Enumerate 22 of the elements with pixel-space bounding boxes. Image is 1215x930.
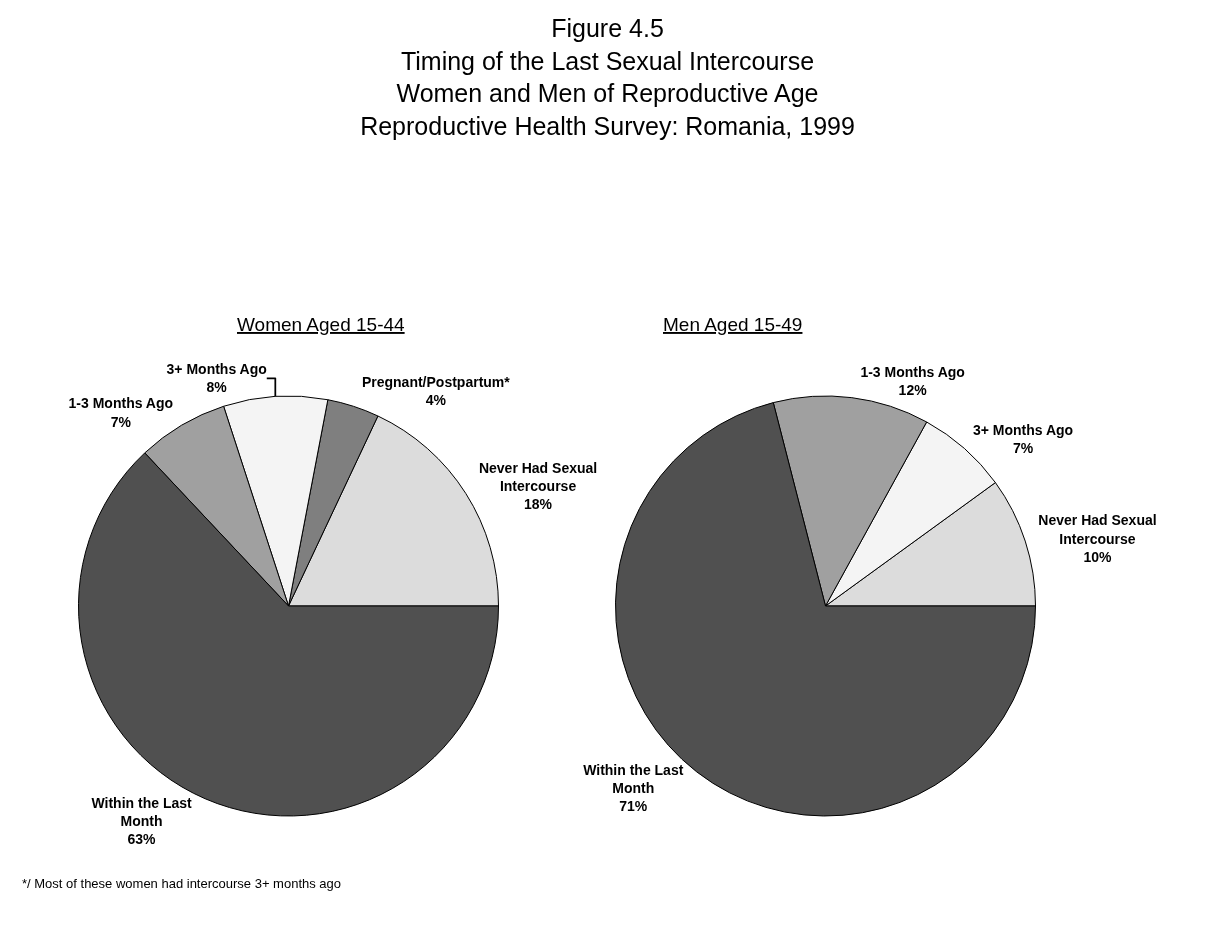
data-label: 10%: [1083, 548, 1113, 565]
data-label: 7%: [1012, 439, 1034, 456]
slice-label: Within the Last Month: [91, 794, 192, 829]
slice-label: 3+ Months Ago: [166, 361, 267, 378]
slice-label: Never Had Sexual Intercourse: [478, 459, 598, 494]
data-label: 71%: [619, 798, 648, 815]
data-label: 12%: [898, 381, 928, 398]
slice-label: 1-3 Months Ago: [860, 363, 965, 380]
slice-label: Never Had Sexual Intercourse: [1038, 512, 1157, 547]
data-label: 8%: [206, 379, 228, 396]
data-label: 18%: [524, 496, 553, 513]
data-label: 63%: [127, 831, 157, 847]
chart-title: Figure 4.5 Timing of the Last Sexual Intercourse Women and Men of Reproductive Age Reproductive Health Survey: Romania, 1999: [360, 14, 855, 140]
slice-label: Within the Last Month: [583, 762, 684, 797]
slice-label: 1-3 Months Ago: [68, 395, 174, 412]
slice-label: Pregnant/Postpartum*: [361, 373, 511, 390]
chart-subtitle: Men Aged 15-49: [663, 314, 803, 335]
chart-subtitle: Women Aged 15-44: [237, 314, 406, 335]
slice-label: 3+ Months Ago: [972, 421, 1074, 438]
data-label: 4%: [425, 391, 447, 408]
data-label: 7%: [110, 413, 132, 430]
text: */ Most of these women had intercourse 3+ months ago: [22, 876, 342, 891]
